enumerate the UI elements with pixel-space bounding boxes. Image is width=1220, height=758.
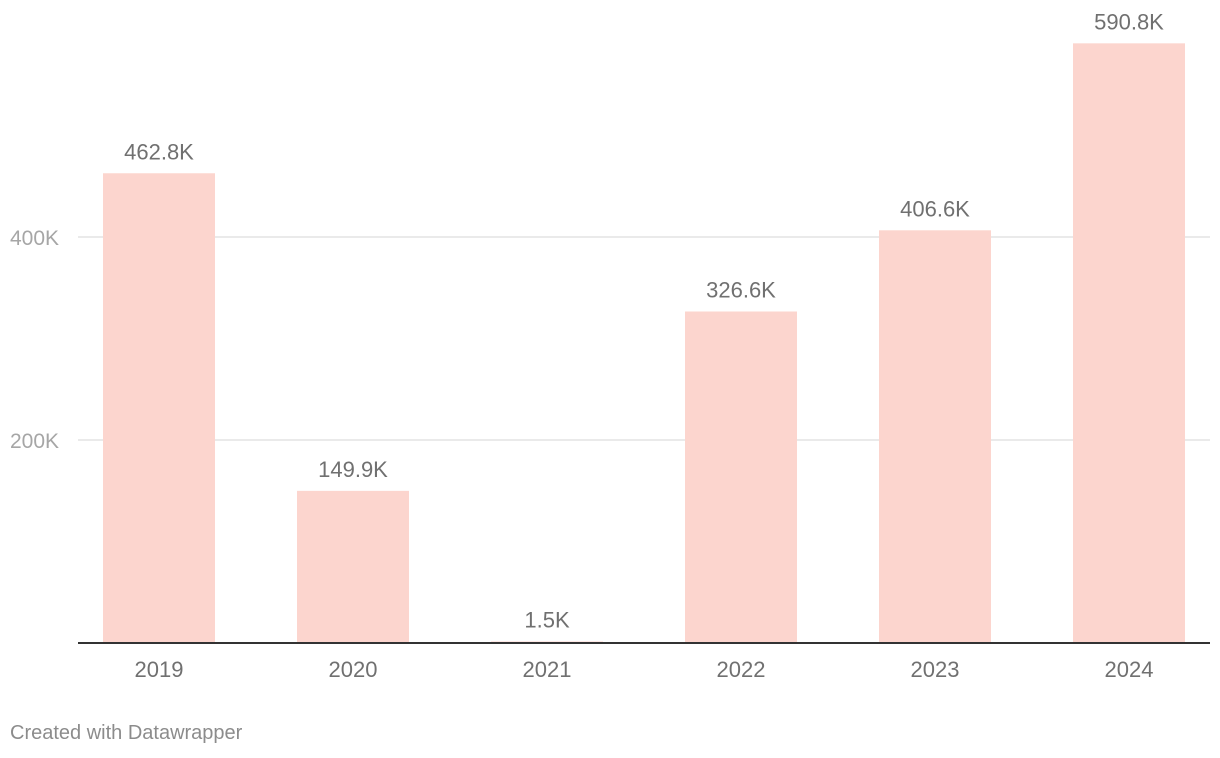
x-tick-label-2022: 2022 <box>717 657 766 682</box>
x-tick-label-2023: 2023 <box>911 657 960 682</box>
x-tick-label-2019: 2019 <box>135 657 184 682</box>
data-label-2020: 149.9K <box>318 457 388 482</box>
data-label-2022: 326.6K <box>706 278 776 303</box>
bar-2023 <box>879 230 991 643</box>
gridlines: 200K 400K <box>10 227 1210 453</box>
bar-2019 <box>103 173 215 643</box>
bar-2020 <box>297 490 409 643</box>
bars <box>103 43 1185 643</box>
data-label-2023: 406.6K <box>900 196 970 221</box>
x-tick-label-2024: 2024 <box>1105 657 1154 682</box>
data-label-2024: 590.8K <box>1094 9 1164 34</box>
data-labels: 462.8K 149.9K 1.5K 326.6K 406.6K 590.8K <box>124 9 1164 632</box>
x-tick-label-2021: 2021 <box>523 657 572 682</box>
y-tick-label: 400K <box>10 227 59 250</box>
x-tick-label-2020: 2020 <box>329 657 378 682</box>
y-tick-label: 200K <box>10 430 59 453</box>
data-label-2019: 462.8K <box>124 139 194 164</box>
x-axis-tick-labels: 2019 2020 2021 2022 2023 2024 <box>135 657 1154 682</box>
bar-2024 <box>1073 43 1185 643</box>
data-label-2021: 1.5K <box>524 607 570 632</box>
bar-2022 <box>685 311 797 643</box>
datawrapper-credit: Created with Datawrapper <box>10 722 243 744</box>
